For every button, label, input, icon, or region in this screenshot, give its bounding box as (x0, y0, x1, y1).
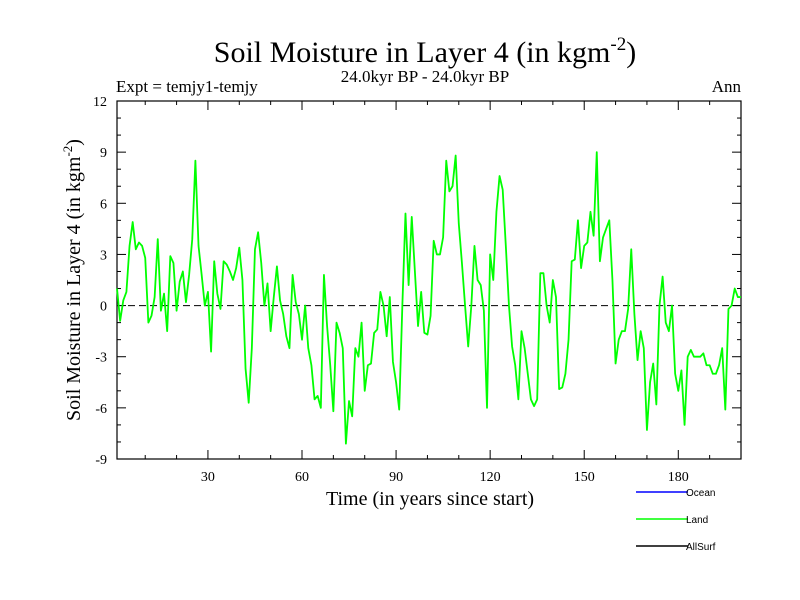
x-tick-label: 30 (201, 470, 215, 485)
experiment-label: Expt = temjy1-temjy (116, 77, 258, 96)
legend-label-allsurf: AllSurf (686, 542, 716, 553)
legend-label-land: Land (686, 515, 708, 526)
x-tick-label: 60 (295, 470, 309, 485)
series-line-land (116, 151, 741, 445)
season-label: Ann (712, 77, 742, 96)
x-tick-label: 120 (480, 470, 501, 485)
legend-label-ocean: Ocean (686, 488, 715, 499)
chart-subtitle: 24.0kyr BP - 24.0kyr BP (341, 67, 509, 86)
x-tick-label: 90 (389, 470, 403, 485)
chart-title: Soil Moisture in Layer 4 (in kgm-2) (214, 34, 636, 69)
y-tick-label: 0 (100, 300, 107, 315)
legend: Ocean Land AllSurf (636, 488, 716, 553)
plot-area: -9 -6 -3 0 3 6 9 12 30 60 90 120 150 180 (93, 95, 742, 485)
y-tick-label: 3 (100, 248, 107, 263)
y-tick-label: -9 (95, 453, 107, 468)
y-tick-label: 12 (93, 95, 107, 110)
y-axis-label: Soil Moisture in Layer 4 (in kgm-2) (60, 139, 85, 421)
plot-frame (116, 100, 742, 460)
y-tick-label: 9 (100, 146, 107, 161)
y-tick-label: 6 (100, 197, 107, 212)
x-tick-label: 180 (668, 470, 689, 485)
y-tick-label: -6 (95, 402, 107, 417)
y-tick-label: -3 (95, 351, 107, 366)
x-tick-label: 150 (574, 470, 595, 485)
x-axis-label: Time (in years since start) (326, 488, 534, 510)
